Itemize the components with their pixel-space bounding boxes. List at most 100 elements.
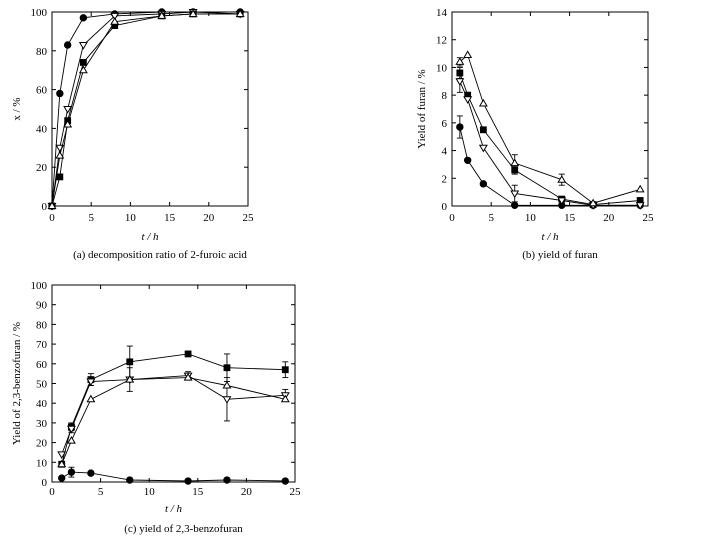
x-axis-label: t / h	[541, 231, 559, 243]
x-tick-label: 25	[290, 486, 302, 498]
marker-filled-square	[79, 59, 87, 66]
marker-filled-square	[184, 350, 192, 358]
x-tick-label: 5	[98, 486, 104, 498]
y-tick-label: 10	[436, 62, 448, 74]
marker-filled-circle	[463, 156, 472, 164]
marker-filled-circle	[63, 41, 72, 49]
y-axis-label: Yield of 2,3-benzofuran / %	[11, 322, 23, 445]
chart-c: 0 5 10 15 20 25 0 10 20 30 40 50 60 70 80 90 100 t / h Yie…	[11, 280, 301, 535]
x-tick-label: 15	[564, 212, 576, 224]
y-axis-label: Yield of furan / %	[416, 69, 428, 148]
series-open-up-triangle	[57, 373, 290, 468]
y-tick-label: 14	[436, 7, 448, 19]
y-tick-label: 50	[36, 379, 48, 391]
marker-open-up-triangle	[78, 65, 88, 74]
chart-caption: (b) yield of furan	[522, 249, 598, 261]
x-tick-label: 15	[192, 486, 204, 498]
marker-filled-circle	[87, 469, 95, 477]
series-filled-circle	[58, 466, 289, 485]
x-tick-label: 20	[203, 212, 215, 224]
marker-filled-circle	[79, 14, 88, 22]
y-tick-label: 60	[36, 359, 48, 371]
marker-filled-circle	[184, 477, 192, 485]
x-tick-label: 5	[488, 212, 494, 224]
series-line	[459, 54, 641, 204]
y-tick-label: 100	[31, 7, 48, 19]
y-tick-label: 60	[36, 85, 48, 97]
series-line	[61, 353, 286, 465]
plot-frame	[451, 11, 649, 207]
marker-filled-circle	[479, 180, 488, 188]
x-tick-label: 5	[88, 212, 94, 224]
marker-open-up-triangle	[455, 57, 465, 65]
chart-caption: (a) decomposition ratio of 2-furoic acid	[73, 249, 247, 261]
series-line	[51, 11, 241, 207]
marker-open-up-triangle	[463, 50, 473, 58]
x-tick-label: 25	[643, 212, 655, 224]
marker-open-up-triangle	[557, 175, 567, 183]
marker-open-down-triangle	[455, 78, 465, 86]
x-tick-label: 10	[144, 486, 156, 498]
chart-a: 0 5 10 15 20 25 0 20 40 60 80 100 t / h x / % (a) deco…	[11, 7, 254, 261]
y-tick-label: 30	[36, 418, 48, 430]
x-tick-label: 10	[125, 212, 137, 224]
marker-open-up-triangle	[510, 158, 520, 167]
y-tick-label: 40	[36, 123, 48, 135]
marker-filled-square	[281, 366, 289, 374]
marker-open-down-triangle	[635, 202, 645, 210]
y-axis-label: x / %	[11, 97, 23, 120]
marker-open-up-triangle	[86, 394, 96, 403]
x-tick-label: 10	[525, 212, 537, 224]
marker-open-up-triangle	[588, 198, 598, 207]
y-tick-label: 8	[442, 90, 448, 102]
marker-filled-square	[126, 358, 134, 366]
series-line	[61, 377, 286, 465]
marker-open-up-triangle	[125, 374, 135, 383]
series-line	[459, 126, 641, 206]
series-filled-circle	[48, 8, 244, 210]
y-tick-label: 2	[442, 173, 448, 185]
marker-open-up-triangle	[66, 436, 76, 444]
marker-filled-circle	[67, 468, 76, 476]
y-tick-label: 20	[36, 162, 48, 174]
y-tick-label: 80	[36, 46, 48, 58]
series-open-down-triangle	[455, 69, 645, 210]
marker-open-up-triangle	[183, 373, 193, 381]
marker-open-up-triangle	[55, 150, 65, 159]
marker-open-up-triangle	[157, 11, 167, 19]
plot-frame	[51, 11, 249, 207]
marker-filled-circle	[126, 476, 134, 484]
marker-open-down-triangle	[557, 197, 567, 206]
marker-open-up-triangle	[188, 9, 198, 17]
marker-filled-square	[223, 364, 231, 372]
series-open-up-triangle	[47, 9, 245, 210]
y-tick-label: 100	[31, 280, 48, 292]
x-tick-label: 0	[49, 212, 55, 224]
marker-filled-circle	[58, 474, 66, 482]
marker-filled-square	[56, 173, 64, 181]
y-tick-label: 0	[42, 201, 48, 213]
x-tick-label: 0	[49, 486, 55, 498]
marker-filled-circle	[223, 476, 231, 484]
x-tick-label: 20	[603, 212, 615, 224]
y-tick-label: 40	[36, 398, 48, 410]
series-filled-square	[58, 345, 289, 468]
series-line	[61, 375, 286, 455]
marker-open-down-triangle	[63, 105, 73, 114]
y-tick-label: 12	[436, 35, 447, 47]
marker-filled-circle	[56, 89, 64, 98]
series-line	[51, 11, 241, 207]
y-tick-label: 10	[36, 457, 48, 469]
marker-filled-circle	[456, 123, 464, 131]
series-filled-square	[48, 10, 244, 210]
marker-open-up-triangle	[222, 380, 232, 389]
y-tick-label: 90	[36, 300, 48, 312]
marker-open-down-triangle	[510, 190, 520, 199]
marker-filled-circle	[281, 477, 289, 485]
x-tick-label: 25	[243, 212, 255, 224]
marker-open-down-triangle	[110, 12, 120, 21]
marker-filled-circle	[511, 201, 519, 210]
marker-open-down-triangle	[478, 144, 488, 153]
series-open-up-triangle	[455, 50, 645, 207]
